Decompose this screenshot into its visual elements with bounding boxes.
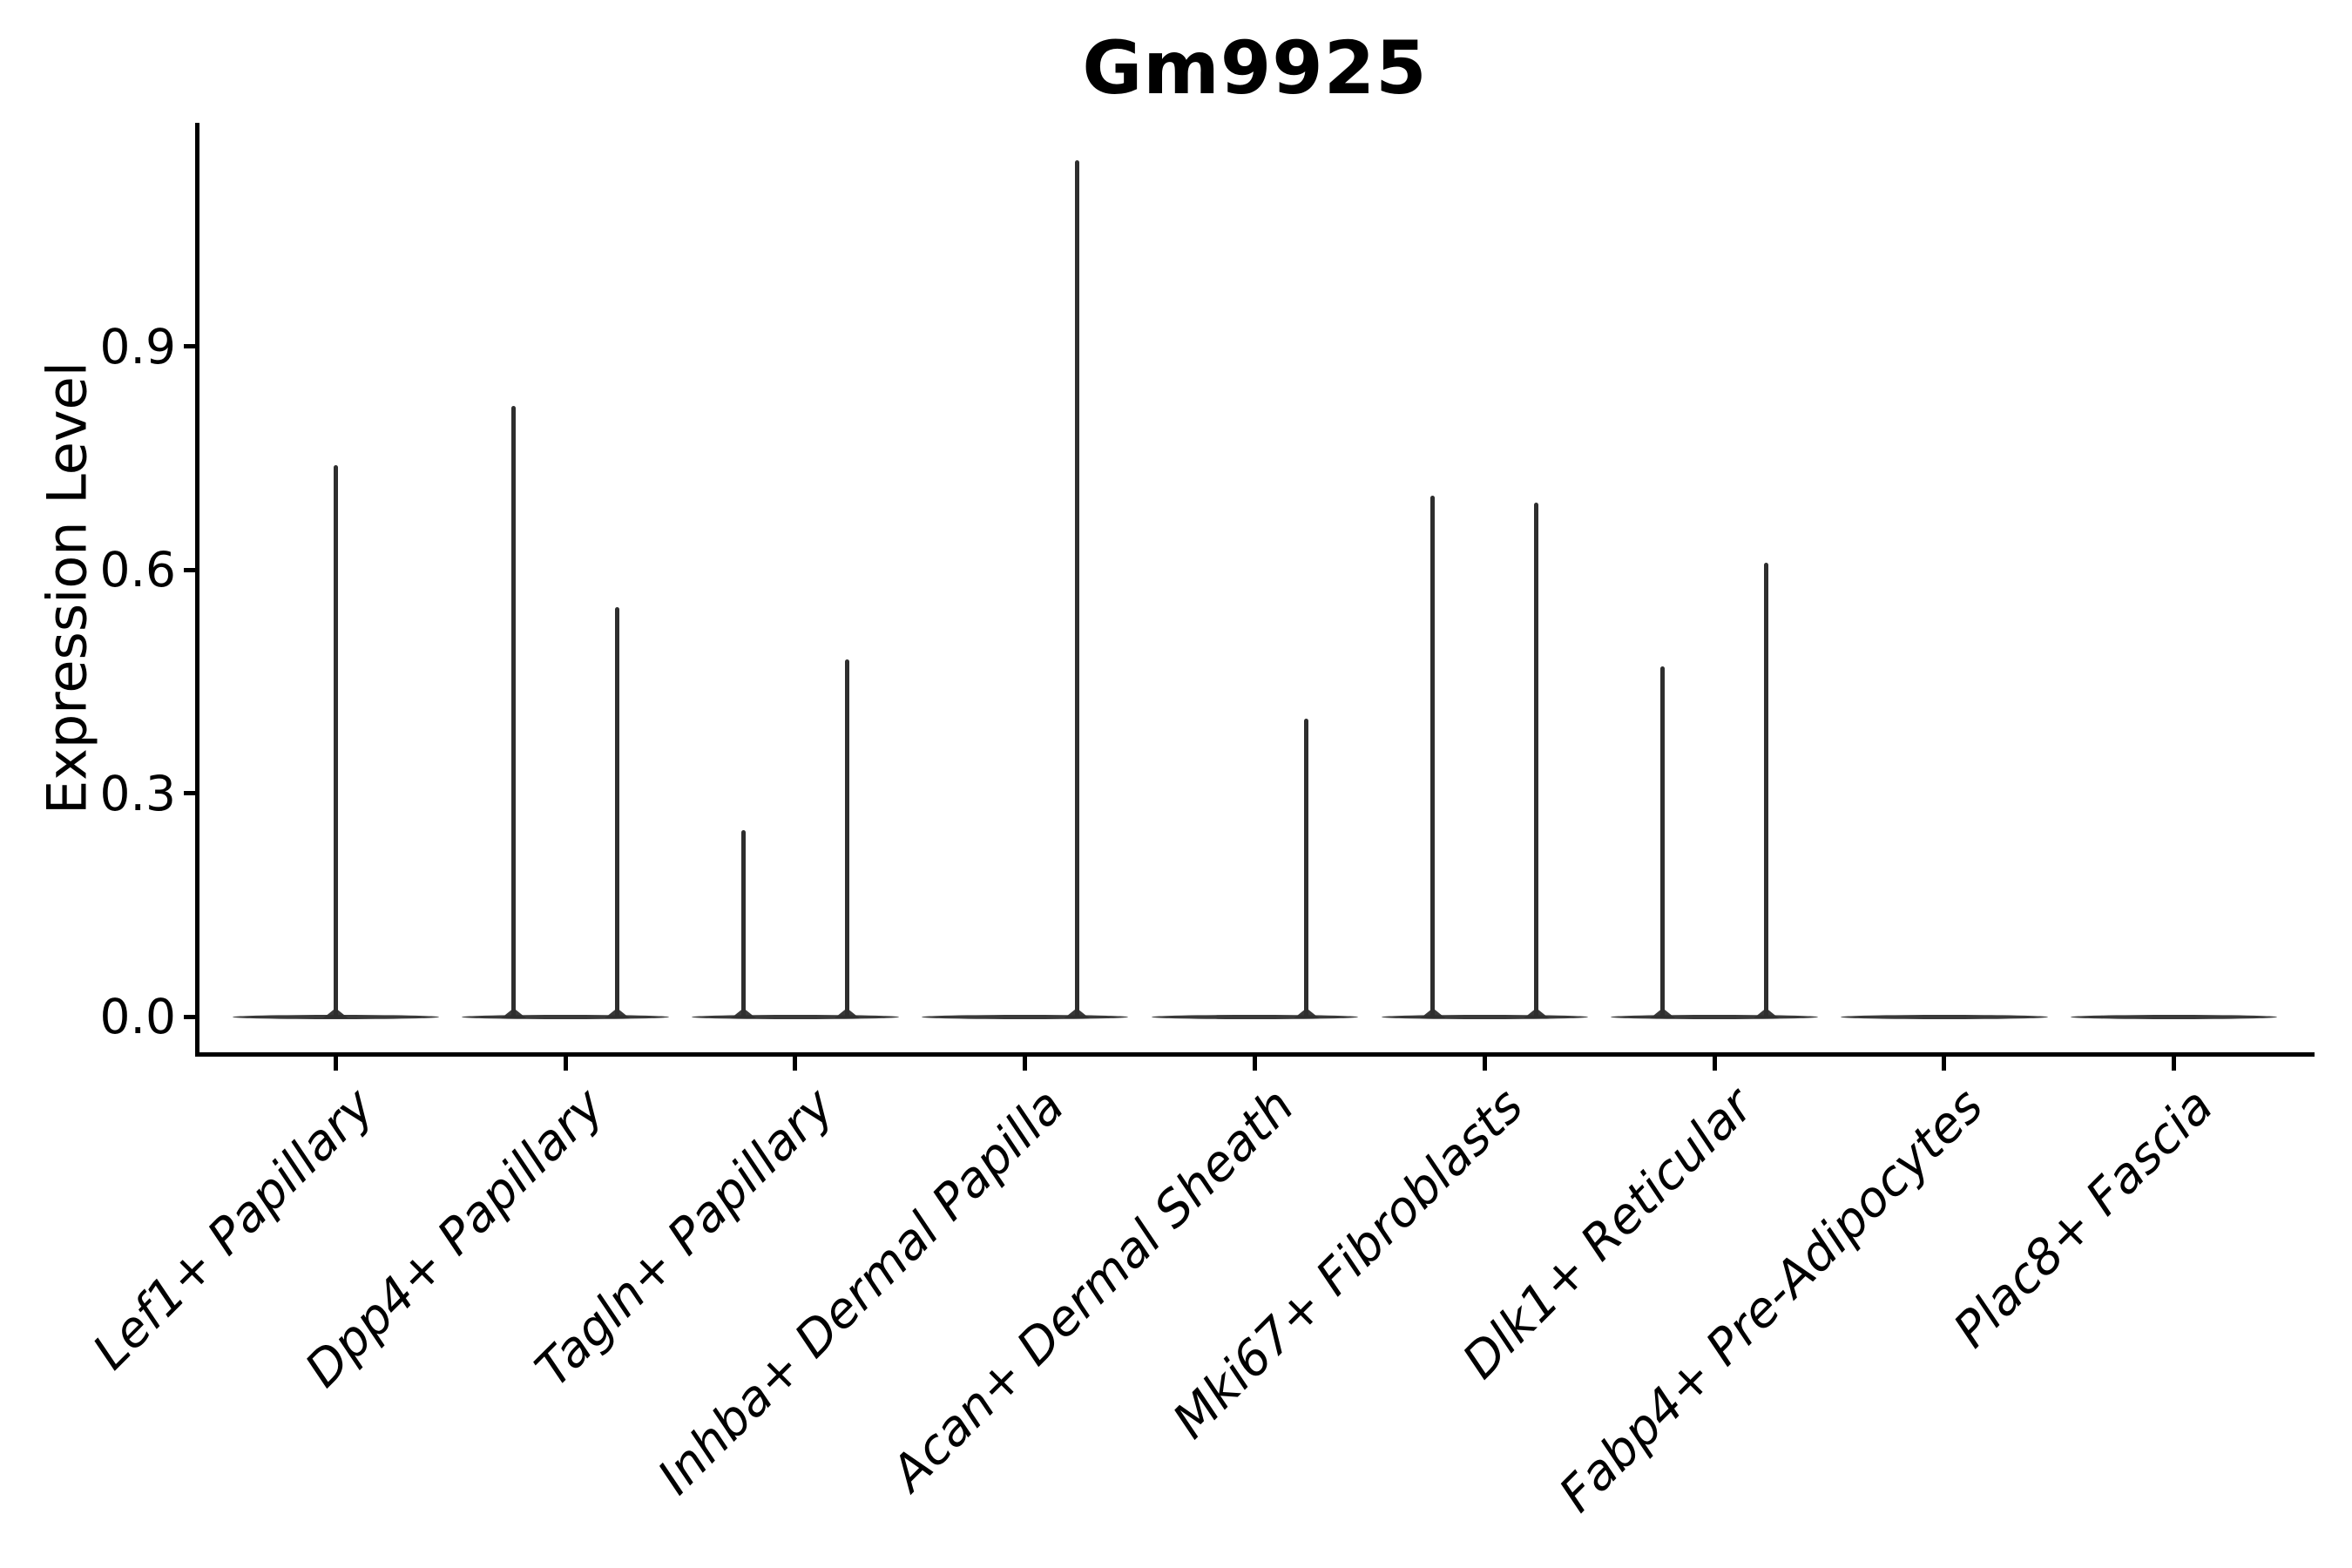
- violin-spike: [741, 830, 747, 1017]
- x-tick-mark: [1712, 1056, 1717, 1071]
- violin-body: [2071, 1014, 2278, 1019]
- violin-spike: [1074, 159, 1079, 1017]
- y-tick-label: 0.6: [99, 542, 176, 598]
- x-axis-spine: [195, 1052, 2315, 1057]
- violin-body: [1151, 1014, 1359, 1019]
- x-tick-mark: [333, 1056, 338, 1071]
- violin-spike: [1763, 562, 1768, 1017]
- violin-spike-base-flare: [834, 1008, 861, 1019]
- violin-spike-base-flare: [322, 1008, 349, 1019]
- x-tick-mark: [793, 1056, 798, 1071]
- x-tick-mark: [1942, 1056, 1947, 1071]
- y-tick-label: 0.0: [99, 989, 176, 1045]
- violin-spike-base-flare: [1064, 1008, 1091, 1019]
- y-tick-mark: [184, 344, 198, 349]
- y-tick-mark: [184, 791, 198, 796]
- violin-spike-base-flare: [1753, 1008, 1780, 1019]
- violin-body: [462, 1014, 669, 1019]
- violin-spike-base-flare: [500, 1008, 527, 1019]
- violin-spike: [511, 405, 517, 1017]
- violin-spike-base-flare: [604, 1008, 631, 1019]
- violin-body: [1381, 1014, 1588, 1019]
- violin-spike: [844, 659, 849, 1017]
- x-tick-mark: [1253, 1056, 1257, 1071]
- violin-body: [1611, 1014, 1818, 1019]
- violin-spike-base-flare: [1649, 1008, 1676, 1019]
- violin-spike: [1660, 666, 1666, 1017]
- x-tick-mark: [2172, 1056, 2177, 1071]
- violin-spike-base-flare: [730, 1008, 757, 1019]
- violin-body: [1841, 1014, 2048, 1019]
- violin-spike-base-flare: [1419, 1008, 1446, 1019]
- x-tick-mark: [1023, 1056, 1028, 1071]
- x-tick-mark: [563, 1056, 568, 1071]
- y-tick-mark: [184, 1014, 198, 1019]
- x-tick-mark: [1482, 1056, 1487, 1071]
- violin-spike: [1534, 503, 1539, 1017]
- violin-spike-base-flare: [1293, 1008, 1320, 1019]
- violin-body: [692, 1014, 899, 1019]
- violin-spike: [1430, 495, 1436, 1017]
- violin-body: [921, 1014, 1129, 1019]
- y-tick-label: 0.3: [99, 765, 176, 821]
- violin-spike-base-flare: [1523, 1008, 1550, 1019]
- violin-spike: [614, 606, 619, 1017]
- chart-title: Gm9925: [1082, 25, 1428, 111]
- violin-spike: [333, 465, 338, 1017]
- y-axis-spine: [195, 123, 199, 1057]
- violin-spike: [1304, 719, 1309, 1017]
- y-tick-mark: [184, 567, 198, 572]
- y-tick-label: 0.9: [99, 318, 176, 375]
